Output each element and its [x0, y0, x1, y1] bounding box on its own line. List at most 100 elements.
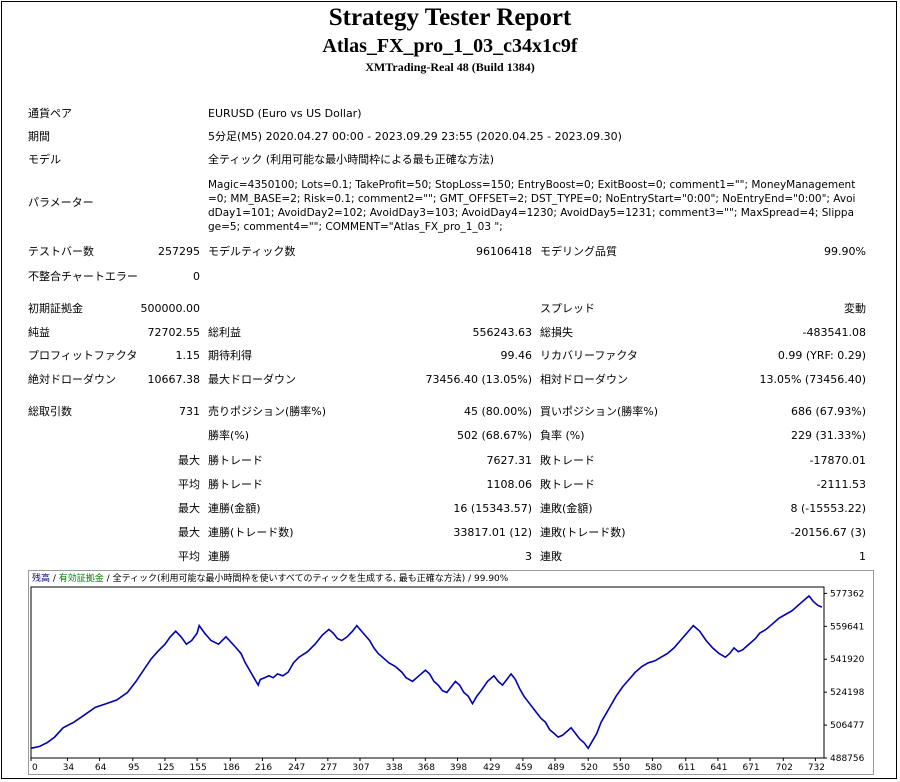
- x-tick-label: 580: [645, 763, 662, 773]
- recovery-label: リカバリーファクタ: [540, 349, 638, 362]
- server-info: XMTrading-Real 48 (Build 1384): [365, 60, 535, 74]
- avg-win-label: 勝トレード: [208, 478, 263, 491]
- payoff-label: 期待利得: [208, 349, 252, 362]
- mismatch-value: 0: [193, 270, 200, 283]
- reldd-label: 相対ドローダウン: [540, 373, 628, 386]
- bars-label: テストバー数: [28, 245, 94, 258]
- y-tick-label: 559641: [830, 622, 864, 632]
- avg-consec-losses-label: 連敗: [540, 550, 562, 563]
- x-tick-label: 459: [515, 763, 532, 773]
- x-tick-label: 64: [95, 763, 107, 773]
- balance-chart: 残高 / 有効証拠金 / 全ティック(利用可能な最小時間枠を使いすべてのティック…: [28, 570, 874, 775]
- recovery-value: 0.99 (YRF: 0.29): [777, 349, 866, 362]
- ticks-value: 96106418: [476, 245, 532, 258]
- x-tick-label: 95: [128, 763, 139, 773]
- max-label-2: 最大: [178, 502, 200, 515]
- quality-label: モデリング品質: [540, 245, 617, 258]
- maxdd-value: 73456.40 (13.05%): [425, 373, 532, 386]
- chart-legend: 残高 / 有効証拠金 / 全ティック(利用可能な最小時間枠を使いすべてのティック…: [32, 572, 509, 584]
- x-tick-label: 277: [320, 763, 337, 773]
- period-value: 5分足(M5) 2020.04.27 00:00 - 2023.09.29 23…: [208, 130, 622, 143]
- avg-consec-losses-value: 1: [859, 550, 866, 563]
- legend-sep-2: /: [104, 574, 113, 584]
- quality-value: 99.90%: [824, 245, 866, 258]
- y-tick-label: 524198: [830, 688, 865, 698]
- x-tick-label: 186: [223, 763, 240, 773]
- max-label-3: 最大: [178, 526, 200, 539]
- x-tick-label: 520: [581, 763, 598, 773]
- netprofit-value: 72702.55: [147, 326, 201, 339]
- x-tick-label: 247: [288, 763, 305, 773]
- long-label: 買いポジション(勝率%): [540, 405, 659, 418]
- mismatch-label: 不整合チャートエラー: [28, 270, 138, 283]
- consec-wins-money-label: 連勝(金額): [208, 502, 261, 515]
- x-tick-label: 216: [255, 763, 272, 773]
- avg-loss-value: -2111.53: [816, 478, 866, 491]
- y-tick-label: 506477: [830, 721, 864, 731]
- params-label: パラメーター: [28, 196, 94, 209]
- winrate-label: 勝率(%): [208, 429, 250, 442]
- x-tick-label: 155: [190, 763, 207, 773]
- x-tick-label: 489: [547, 763, 564, 773]
- params-value: Magic=4350100; Lots=0.1; TakeProfit=50; …: [208, 179, 856, 233]
- x-tick-label: 611: [678, 763, 695, 773]
- short-value: 45 (80.00%): [463, 405, 532, 418]
- x-tick-label: 641: [710, 763, 727, 773]
- consec-losses-count-value: -20156.67 (3): [790, 526, 866, 539]
- long-value: 686 (67.93%): [790, 405, 866, 418]
- y-tick-label: 577362: [830, 589, 864, 599]
- consec-losses-count-label: 連敗(トレード数): [540, 526, 626, 539]
- winrate-value: 502 (68.67%): [456, 429, 532, 442]
- reldd-value: 13.05% (73456.40): [759, 373, 866, 386]
- consec-wins-count-label: 連勝(トレード数): [208, 526, 294, 539]
- lossrate-value: 229 (31.33%): [790, 429, 866, 442]
- x-tick-label: 702: [776, 763, 793, 773]
- model-value: 全ティック (利用可能な最小時間枠による最も正確な方法): [208, 153, 495, 166]
- avg-consec-wins-label: 連勝: [208, 550, 230, 563]
- legend-model: 全ティック(利用可能な最小時間枠を使いすべてのティックを生成する, 最も正確な方…: [113, 572, 466, 584]
- x-tick-label: 125: [157, 763, 174, 773]
- ticks-label: モデルティック数: [208, 245, 296, 258]
- avg-loss-label: 敗トレード: [540, 478, 595, 491]
- largest-win-value: 7627.31: [486, 454, 533, 467]
- x-tick-label: 429: [483, 763, 500, 773]
- spread-label: スプレッド: [540, 302, 595, 315]
- x-tick-label: 732: [808, 763, 825, 773]
- largest-loss-label: 敗トレード: [540, 454, 595, 467]
- grossprofit-value: 556243.63: [472, 326, 533, 339]
- pf-label: プロフィットファクタ: [28, 349, 138, 362]
- netprofit-label: 純益: [28, 326, 50, 339]
- trades-label: 総取引数: [28, 405, 72, 418]
- legend-equity: 有効証拠金: [59, 572, 104, 584]
- avg-label: 平均: [178, 478, 200, 491]
- period-label: 期間: [28, 130, 50, 143]
- payoff-value: 99.46: [500, 349, 533, 362]
- x-tick-label: 0: [32, 763, 38, 773]
- maxdd-label: 最大ドローダウン: [208, 373, 296, 386]
- symbol-value: EURUSD (Euro vs US Dollar): [208, 107, 362, 120]
- legend-sep-3: /: [465, 574, 474, 584]
- deposit-label: 初期証拠金: [28, 302, 83, 315]
- x-tick-label: 368: [418, 763, 435, 773]
- avg-win-value: 1108.06: [486, 478, 533, 491]
- lossrate-label: 負率 (%): [540, 429, 585, 442]
- x-tick-label: 398: [450, 763, 467, 773]
- avg-consec-wins-value: 3: [525, 550, 532, 563]
- legend-balance: 残高: [32, 572, 50, 584]
- legend-quality: 99.90%: [474, 574, 509, 584]
- consec-wins-count-value: 33817.01 (12): [453, 526, 532, 539]
- legend-sep-1: /: [50, 574, 59, 584]
- report-title: Strategy Tester Report: [328, 4, 572, 31]
- x-tick-label: 550: [613, 763, 630, 773]
- consec-losses-money-label: 連敗(金額): [540, 502, 593, 515]
- model-label: モデル: [28, 153, 61, 166]
- bars-value: 257295: [158, 245, 200, 258]
- x-tick-label: 338: [386, 763, 403, 773]
- consec-wins-money-value: 16 (15343.57): [453, 502, 532, 515]
- largest-loss-value: -17870.01: [809, 454, 866, 467]
- avg-label-2: 平均: [178, 550, 200, 563]
- y-tick-label: 488756: [830, 754, 865, 764]
- x-tick-label: 34: [63, 763, 75, 773]
- x-tick-label: 671: [742, 763, 759, 773]
